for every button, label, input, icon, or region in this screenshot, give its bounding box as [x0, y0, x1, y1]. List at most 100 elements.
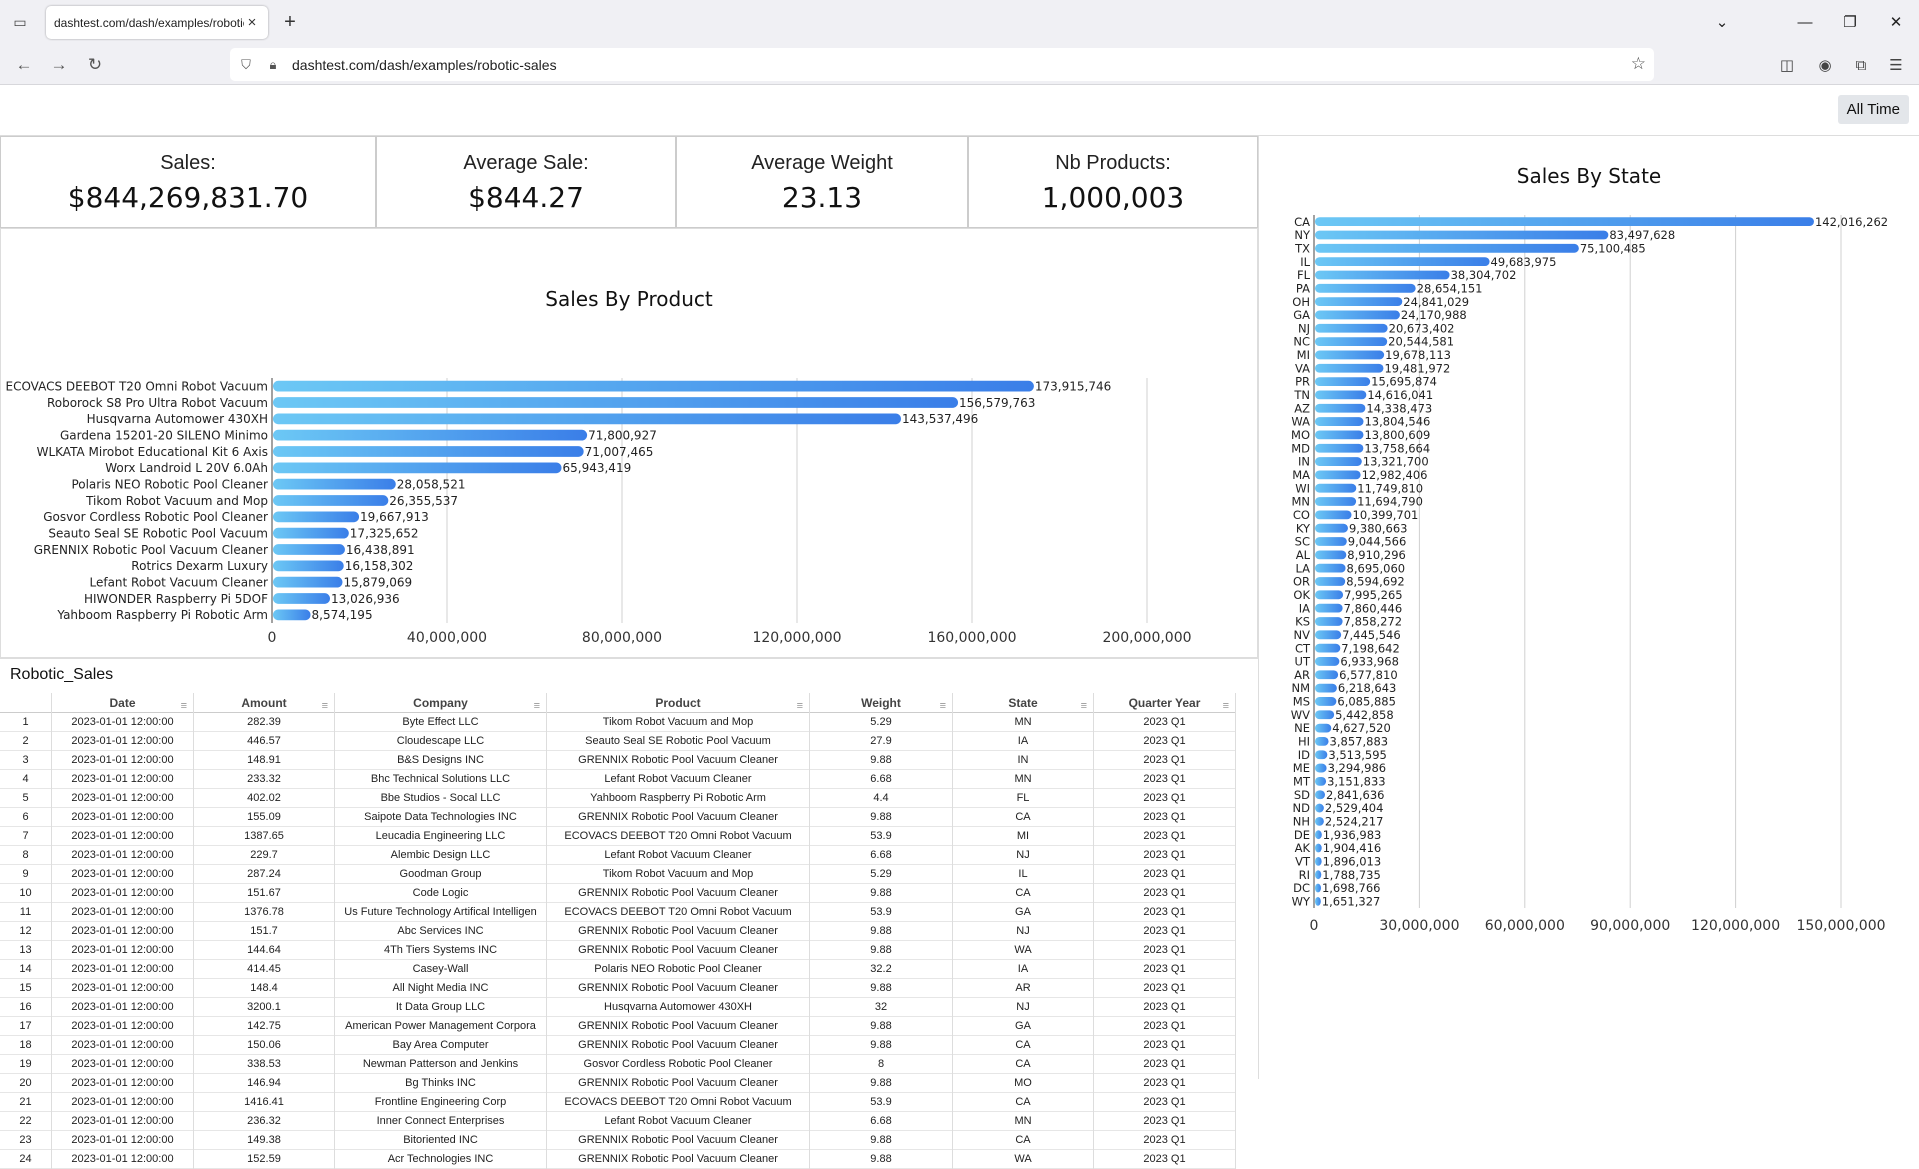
filter-icon[interactable]: ≡ — [796, 700, 803, 712]
table-cell[interactable]: 2023 Q1 — [1094, 998, 1236, 1017]
column-header[interactable]: Weight ≡ — [810, 693, 953, 713]
data-grid[interactable]: Date ≡ Amount ≡ Company ≡ Product ≡ Weight ≡ State… — [0, 693, 1236, 1169]
table-cell[interactable]: GRENNIX Robotic Pool Vacuum Cleaner — [547, 922, 810, 941]
table-cell[interactable]: 144.64 — [194, 941, 335, 960]
bar[interactable] — [1315, 577, 1346, 586]
table-cell[interactable]: 2023 Q1 — [1094, 1036, 1236, 1055]
table-cell[interactable]: 2023 Q1 — [1094, 827, 1236, 846]
table-row[interactable]: 22 2023-01-01 12:00:00 236.32 Inner Connect… — [0, 1112, 1236, 1131]
table-cell[interactable]: 2023 Q1 — [1094, 865, 1236, 884]
table-cell[interactable]: All Night Media INC — [335, 979, 547, 998]
table-cell[interactable]: It Data Group LLC — [335, 998, 547, 1017]
bar[interactable] — [1315, 750, 1328, 760]
table-cell[interactable]: CA — [953, 884, 1094, 903]
filter-icon[interactable]: ≡ — [321, 700, 328, 712]
filter-icon[interactable]: ≡ — [533, 700, 540, 712]
table-cell[interactable]: Frontline Engineering Corp — [335, 1093, 547, 1112]
column-header[interactable]: Company ≡ — [335, 693, 547, 713]
table-cell[interactable]: CA — [953, 1131, 1094, 1150]
shield-icon[interactable]: ⛉ — [241, 57, 251, 72]
row-number[interactable]: 11 — [0, 903, 52, 922]
bar[interactable] — [1315, 270, 1450, 280]
table-cell[interactable]: 1376.78 — [194, 903, 335, 922]
bar[interactable] — [1315, 896, 1321, 906]
table-cell[interactable]: American Power Management Corpora — [335, 1017, 547, 1036]
table-cell[interactable]: GRENNIX Robotic Pool Vacuum Cleaner — [547, 1131, 810, 1150]
table-cell[interactable]: 2023-01-01 12:00:00 — [52, 998, 194, 1017]
table-cell[interactable]: 8 — [810, 1055, 953, 1074]
table-cell[interactable]: Gosvor Cordless Robotic Pool Cleaner — [547, 1055, 810, 1074]
star-icon[interactable]: ☆ — [1630, 54, 1646, 73]
bar[interactable] — [1315, 657, 1340, 666]
table-cell[interactable]: Bay Area Computer — [335, 1036, 547, 1055]
column-header[interactable]: Product ≡ — [547, 693, 810, 713]
table-cell[interactable]: 2023-01-01 12:00:00 — [52, 979, 194, 998]
table-cell[interactable]: 2023-01-01 12:00:00 — [52, 1112, 194, 1131]
table-cell[interactable]: GRENNIX Robotic Pool Vacuum Cleaner — [547, 941, 810, 960]
table-cell[interactable]: 2023-01-01 12:00:00 — [52, 1074, 194, 1093]
table-cell[interactable]: 9.88 — [810, 941, 953, 960]
table-cell[interactable]: B&S Designs INC — [335, 751, 547, 770]
table-cell[interactable]: ECOVACS DEEBOT T20 Omni Robot Vacuum — [547, 827, 810, 846]
table-cell[interactable]: Lefant Robot Vacuum Cleaner — [547, 770, 810, 789]
forward-arrow-icon[interactable]: → — [50, 55, 68, 74]
close-window-icon[interactable]: ✕ — [1889, 14, 1903, 31]
table-cell[interactable]: MI — [953, 827, 1094, 846]
table-row[interactable]: 14 2023-01-01 12:00:00 414.45 Casey-Wall Pol… — [0, 960, 1236, 979]
table-row[interactable]: 12 2023-01-01 12:00:00 151.7 Abc Services I… — [0, 922, 1236, 941]
table-cell[interactable]: IA — [953, 732, 1094, 751]
table-cell[interactable]: FL — [953, 789, 1094, 808]
table-row[interactable]: 17 2023-01-01 12:00:00 142.75 American Powe… — [0, 1017, 1236, 1036]
table-cell[interactable]: Bbe Studios - Socal LLC — [335, 789, 547, 808]
table-cell[interactable]: 2023-01-01 12:00:00 — [52, 1036, 194, 1055]
table-cell[interactable]: 2023-01-01 12:00:00 — [52, 808, 194, 827]
table-cell[interactable]: 2023 Q1 — [1094, 751, 1236, 770]
bar[interactable] — [273, 429, 588, 441]
row-number[interactable]: 12 — [0, 922, 52, 941]
table-cell[interactable]: 2023-01-01 12:00:00 — [52, 1017, 194, 1036]
row-number[interactable]: 6 — [0, 808, 52, 827]
table-cell[interactable]: 151.7 — [194, 922, 335, 941]
column-header[interactable]: Amount ≡ — [194, 693, 335, 713]
bar[interactable] — [1315, 537, 1347, 546]
table-cell[interactable]: 5.29 — [810, 713, 953, 732]
bar[interactable] — [1315, 630, 1342, 640]
back-arrow-icon[interactable]: ← — [15, 55, 33, 74]
minimize-icon[interactable]: — — [1797, 13, 1813, 31]
bar[interactable] — [1315, 816, 1324, 826]
table-cell[interactable]: 4Th Tiers Systems INC — [335, 941, 547, 960]
bar[interactable] — [273, 609, 311, 621]
url-text[interactable]: dashtest.com/dash/examples/robotic-sales — [292, 57, 557, 73]
table-cell[interactable]: 2023-01-01 12:00:00 — [52, 865, 194, 884]
table-cell[interactable]: 150.06 — [194, 1036, 335, 1055]
table-cell[interactable]: 2023-01-01 12:00:00 — [52, 884, 194, 903]
table-cell[interactable]: GA — [953, 1017, 1094, 1036]
table-row[interactable]: 8 2023-01-01 12:00:00 229.7 Alembic Design … — [0, 846, 1236, 865]
table-cell[interactable]: MN — [953, 770, 1094, 789]
table-row[interactable]: 20 2023-01-01 12:00:00 146.94 Bg Thinks INC… — [0, 1074, 1236, 1093]
table-cell[interactable]: 414.45 — [194, 960, 335, 979]
bar[interactable] — [1315, 483, 1357, 493]
table-cell[interactable]: CA — [953, 1036, 1094, 1055]
table-cell[interactable]: 9.88 — [810, 1131, 953, 1150]
bar[interactable] — [273, 397, 959, 408]
table-cell[interactable]: Goodman Group — [335, 865, 547, 884]
table-cell[interactable]: Alembic Design LLC — [335, 846, 547, 865]
table-cell[interactable]: 53.9 — [810, 903, 953, 922]
table-cell[interactable]: Newman Patterson and Jenkins — [335, 1055, 547, 1074]
row-number[interactable]: 16 — [0, 998, 52, 1017]
bar[interactable] — [1315, 230, 1609, 240]
table-cell[interactable]: 287.24 — [194, 865, 335, 884]
bar[interactable] — [1315, 283, 1416, 293]
row-number[interactable]: 2 — [0, 732, 52, 751]
table-cell[interactable]: 2023-01-01 12:00:00 — [52, 732, 194, 751]
table-cell[interactable]: NJ — [953, 922, 1094, 941]
table-cell[interactable]: Casey-Wall — [335, 960, 547, 979]
table-cell[interactable]: 236.32 — [194, 1112, 335, 1131]
bar[interactable] — [1315, 390, 1367, 400]
row-number[interactable]: 9 — [0, 865, 52, 884]
bar[interactable] — [1315, 523, 1348, 533]
table-cell[interactable]: 2023-01-01 12:00:00 — [52, 922, 194, 941]
bar[interactable] — [273, 413, 901, 425]
all-time-button[interactable]: All Time — [1837, 95, 1909, 124]
